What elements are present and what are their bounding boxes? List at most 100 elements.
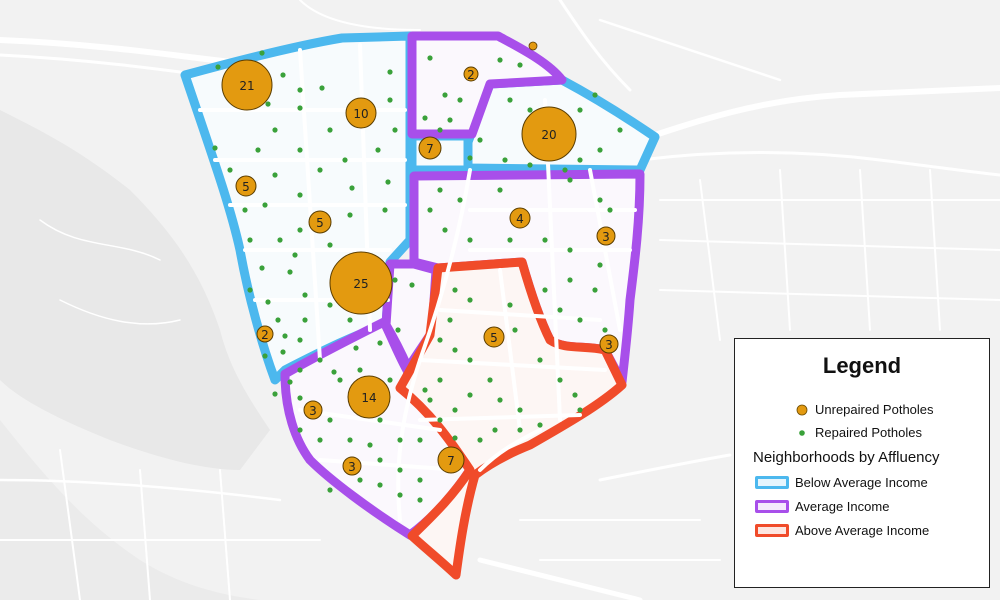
neighborhood-average-north[interactable]	[407, 31, 567, 139]
repaired-pothole-dot[interactable]	[227, 167, 233, 173]
repaired-pothole-dot[interactable]	[577, 107, 583, 113]
repaired-pothole-dot[interactable]	[417, 497, 423, 503]
repaired-pothole-dot[interactable]	[437, 127, 443, 133]
repaired-pothole-dot[interactable]	[567, 277, 573, 283]
repaired-pothole-dot[interactable]	[297, 367, 303, 373]
repaired-pothole-dot[interactable]	[297, 427, 303, 433]
repaired-pothole-dot[interactable]	[302, 292, 308, 298]
unrepaired-cluster-circle[interactable]	[596, 226, 616, 246]
repaired-pothole-dot[interactable]	[452, 287, 458, 293]
repaired-pothole-dot[interactable]	[427, 207, 433, 213]
repaired-pothole-dot[interactable]	[492, 427, 498, 433]
repaired-pothole-dot[interactable]	[602, 327, 608, 333]
repaired-pothole-dot[interactable]	[542, 237, 548, 243]
repaired-pothole-dot[interactable]	[317, 167, 323, 173]
repaired-pothole-dot[interactable]	[607, 207, 613, 213]
repaired-pothole-dot[interactable]	[353, 345, 359, 351]
unrepaired-cluster[interactable]: 7	[418, 136, 442, 160]
repaired-pothole-dot[interactable]	[497, 397, 503, 403]
repaired-pothole-dot[interactable]	[292, 252, 298, 258]
repaired-pothole-dot[interactable]	[280, 349, 286, 355]
repaired-pothole-dot[interactable]	[287, 269, 293, 275]
repaired-pothole-dot[interactable]	[427, 397, 433, 403]
repaired-pothole-dot[interactable]	[567, 247, 573, 253]
unrepaired-cluster-circle[interactable]	[345, 97, 377, 129]
repaired-pothole-dot[interactable]	[255, 147, 261, 153]
repaired-pothole-dot[interactable]	[317, 437, 323, 443]
repaired-pothole-dot[interactable]	[215, 64, 221, 70]
repaired-pothole-dot[interactable]	[597, 262, 603, 268]
repaired-pothole-dot[interactable]	[467, 297, 473, 303]
repaired-pothole-dot[interactable]	[349, 185, 355, 191]
repaired-pothole-dot[interactable]	[347, 437, 353, 443]
unrepaired-cluster-circle[interactable]	[308, 210, 332, 234]
repaired-pothole-dot[interactable]	[367, 442, 373, 448]
unrepaired-cluster[interactable]: 14	[347, 375, 391, 419]
repaired-pothole-dot[interactable]	[259, 50, 265, 56]
repaired-pothole-dot[interactable]	[437, 187, 443, 193]
repaired-pothole-dot[interactable]	[265, 101, 271, 107]
repaired-pothole-dot[interactable]	[382, 207, 388, 213]
repaired-pothole-dot[interactable]	[447, 317, 453, 323]
repaired-pothole-dot[interactable]	[327, 302, 333, 308]
unrepaired-pothole-dot[interactable]	[528, 41, 538, 51]
unrepaired-cluster[interactable]: 5	[308, 210, 332, 234]
repaired-pothole-dot[interactable]	[397, 437, 403, 443]
unrepaired-cluster[interactable]: 21	[221, 59, 273, 111]
repaired-pothole-dot[interactable]	[417, 437, 423, 443]
repaired-pothole-dot[interactable]	[517, 62, 523, 68]
unrepaired-cluster[interactable]: 4	[509, 207, 531, 229]
repaired-pothole-dot[interactable]	[377, 457, 383, 463]
repaired-pothole-dot[interactable]	[287, 379, 293, 385]
repaired-pothole-dot[interactable]	[392, 277, 398, 283]
repaired-pothole-dot[interactable]	[387, 97, 393, 103]
repaired-pothole-dot[interactable]	[617, 127, 623, 133]
repaired-pothole-dot[interactable]	[437, 417, 443, 423]
unrepaired-cluster-circle[interactable]	[599, 334, 619, 354]
unrepaired-cluster-circle[interactable]	[509, 207, 531, 229]
unrepaired-cluster-circle[interactable]	[437, 446, 465, 474]
repaired-pothole-dot[interactable]	[447, 117, 453, 123]
unrepaired-cluster-circle[interactable]	[256, 325, 274, 343]
repaired-pothole-dot[interactable]	[385, 179, 391, 185]
repaired-pothole-dot[interactable]	[422, 115, 428, 121]
repaired-pothole-dot[interactable]	[377, 340, 383, 346]
repaired-pothole-dot[interactable]	[272, 391, 278, 397]
repaired-pothole-dot[interactable]	[247, 287, 253, 293]
repaired-pothole-dot[interactable]	[507, 97, 513, 103]
unrepaired-cluster-circle[interactable]	[221, 59, 273, 111]
repaired-pothole-dot[interactable]	[597, 197, 603, 203]
unrepaired-cluster[interactable]: 2	[463, 66, 479, 82]
repaired-pothole-dot[interactable]	[457, 97, 463, 103]
repaired-pothole-dot[interactable]	[409, 282, 415, 288]
repaired-pothole-dot[interactable]	[577, 157, 583, 163]
repaired-pothole-dot[interactable]	[442, 92, 448, 98]
repaired-pothole-dot[interactable]	[452, 347, 458, 353]
repaired-pothole-dot[interactable]	[262, 353, 268, 359]
repaired-pothole-dot[interactable]	[577, 407, 583, 413]
unrepaired-cluster-circle[interactable]	[483, 326, 505, 348]
repaired-pothole-dot[interactable]	[417, 477, 423, 483]
repaired-pothole-dot[interactable]	[572, 392, 578, 398]
unrepaired-cluster[interactable]: 25	[329, 251, 393, 315]
repaired-pothole-dot[interactable]	[297, 337, 303, 343]
unrepaired-cluster-circle[interactable]	[235, 175, 257, 197]
repaired-pothole-dot[interactable]	[297, 192, 303, 198]
repaired-pothole-dot[interactable]	[272, 127, 278, 133]
repaired-pothole-dot[interactable]	[387, 377, 393, 383]
repaired-pothole-dot[interactable]	[507, 302, 513, 308]
repaired-pothole-dot[interactable]	[537, 422, 543, 428]
unrepaired-cluster-circle[interactable]	[329, 251, 393, 315]
repaired-pothole-dot[interactable]	[319, 85, 325, 91]
repaired-pothole-dot[interactable]	[259, 265, 265, 271]
repaired-pothole-dot[interactable]	[377, 482, 383, 488]
unrepaired-cluster[interactable]: 3	[599, 334, 619, 354]
repaired-pothole-dot[interactable]	[497, 187, 503, 193]
unrepaired-cluster[interactable]: 7	[437, 446, 465, 474]
repaired-pothole-dot[interactable]	[337, 377, 343, 383]
repaired-pothole-dot[interactable]	[527, 162, 533, 168]
repaired-pothole-dot[interactable]	[357, 477, 363, 483]
unrepaired-cluster[interactable]: 2	[256, 325, 274, 343]
